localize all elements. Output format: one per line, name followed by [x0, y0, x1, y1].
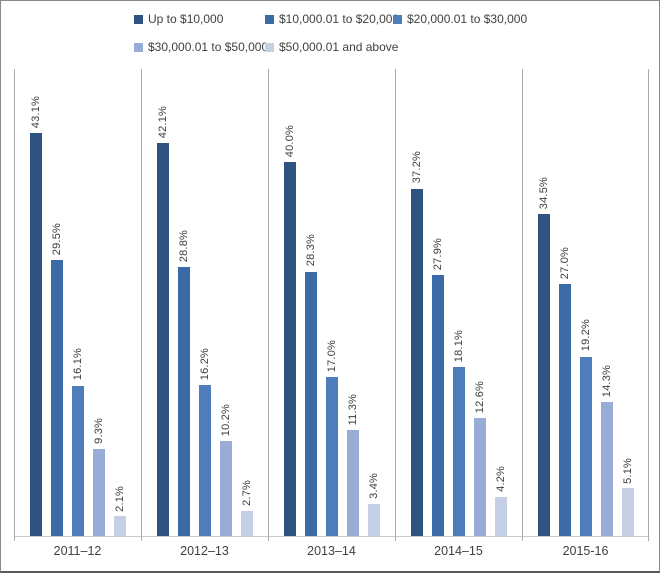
bar: 34.5% [537, 177, 550, 536]
data-label: 12.6% [473, 381, 486, 414]
legend-label: $10,000.01 to $20,000 [279, 12, 400, 26]
legend-label: Up to $10,000 [148, 12, 224, 26]
axis-tick [648, 536, 649, 541]
data-label: 29.5% [50, 223, 63, 256]
axis-tick [395, 536, 396, 541]
data-label: 40.0% [283, 125, 296, 158]
legend-item: Up to $10,000 [134, 11, 223, 27]
bar: 16.1% [71, 348, 84, 536]
legend-label: $20,000.01 to $30,000 [407, 12, 528, 26]
bar: 18.1% [452, 330, 465, 536]
bar: 42.1% [156, 106, 169, 536]
category-separator-line [395, 69, 396, 536]
chart-legend: Up to $10,000 $10,000.01 to $20,000 $20,00… [1, 1, 659, 63]
data-label: 16.2% [198, 347, 211, 380]
bar: 43.1% [29, 96, 42, 536]
legend-color-swatch-icon [134, 42, 143, 52]
data-label: 37.2% [410, 151, 423, 184]
legend-color-swatch-icon [265, 42, 274, 52]
data-label: 10.2% [219, 403, 232, 436]
bar-group: 40.0% 28.3% 17.0% 11.3% 3.4% [268, 69, 395, 536]
bar: 2.1% [113, 486, 126, 536]
legend-label: $30,000.01 to $50,000 [148, 40, 269, 54]
bar-group: 43.1% 29.5% 16.1% 9.3% 2.1% [14, 69, 141, 536]
data-label: 28.3% [304, 234, 317, 267]
data-label: 3.4% [367, 473, 380, 500]
data-label: 27.0% [558, 246, 571, 279]
data-label: 28.8% [177, 229, 190, 263]
bar: 10.2% [219, 404, 232, 536]
bar: 11.3% [346, 394, 359, 536]
bar: 27.9% [431, 238, 444, 536]
data-label: 2.1% [113, 485, 126, 512]
axis-tick [14, 536, 15, 541]
legend-color-swatch-icon [265, 14, 274, 24]
bar: 28.8% [177, 230, 190, 536]
data-label: 14.3% [600, 365, 613, 398]
category-label: 2015-16 [562, 544, 609, 558]
data-label: 4.2% [494, 465, 507, 492]
category-label: 2013–14 [307, 544, 356, 558]
category-label: 2012–13 [180, 544, 229, 558]
bar: 12.6% [473, 381, 486, 536]
bar: 29.5% [50, 223, 63, 536]
bar: 37.2% [410, 151, 423, 536]
legend-color-swatch-icon [393, 14, 402, 24]
axis-tick [141, 536, 142, 541]
category-separator-line [268, 69, 269, 536]
bar: 19.2% [579, 319, 592, 536]
data-label: 27.9% [431, 238, 444, 271]
legend-label: $50,000.01 and above [279, 40, 399, 54]
category-separator-line [648, 69, 649, 536]
legend-item: $30,000.01 to $50,000 [134, 39, 268, 55]
bar: 17.0% [325, 340, 338, 536]
data-label: 34.5% [537, 176, 550, 209]
plot-area: 43.1% 29.5% 16.1% 9.3% 2.1% 42.1% 28.8% 16.2% 10… [14, 69, 649, 541]
bar: 27.0% [558, 247, 571, 536]
legend-item: $20,000.01 to $30,000 [393, 11, 527, 27]
data-label: 43.1% [29, 96, 42, 129]
bar-group: 42.1% 28.8% 16.2% 10.2% 2.7% [141, 69, 268, 536]
axis-tick [522, 536, 523, 541]
bar: 16.2% [198, 348, 211, 536]
data-label: 42.1% [156, 105, 169, 138]
bar: 28.3% [304, 234, 317, 536]
axis-tick [268, 536, 269, 541]
category-label: 2011–12 [53, 544, 102, 558]
category-separator-line [522, 69, 523, 536]
data-label: 19.2% [579, 319, 592, 352]
bar: 4.2% [494, 466, 507, 536]
legend-item: $10,000.01 to $20,000 [265, 11, 399, 27]
bar: 14.3% [600, 365, 613, 536]
data-label: 18.1% [452, 329, 465, 362]
category-label: 2014–15 [434, 544, 483, 558]
bar: 2.7% [240, 480, 253, 536]
bar: 9.3% [92, 418, 105, 536]
bar: 5.1% [621, 458, 634, 536]
data-label: 2.7% [240, 479, 253, 506]
bar: 40.0% [283, 125, 296, 536]
category-axis: 2011–12 2012–13 2013–14 2014–15 2015-16 [14, 544, 649, 562]
data-label: 11.3% [346, 394, 359, 426]
data-label: 9.3% [92, 418, 105, 445]
category-separator-line [141, 69, 142, 536]
legend-item: $50,000.01 and above [265, 39, 398, 55]
bar-group: 37.2% 27.9% 18.1% 12.6% 4.2% [395, 69, 522, 536]
bar: 3.4% [367, 473, 380, 536]
data-label: 5.1% [621, 457, 634, 484]
legend-color-swatch-icon [134, 14, 143, 24]
data-label: 16.1% [71, 348, 84, 381]
data-label: 17.0% [325, 340, 338, 373]
category-separator-line [14, 69, 15, 536]
bar-group: 34.5% 27.0% 19.2% 14.3% 5.1% [522, 69, 649, 536]
